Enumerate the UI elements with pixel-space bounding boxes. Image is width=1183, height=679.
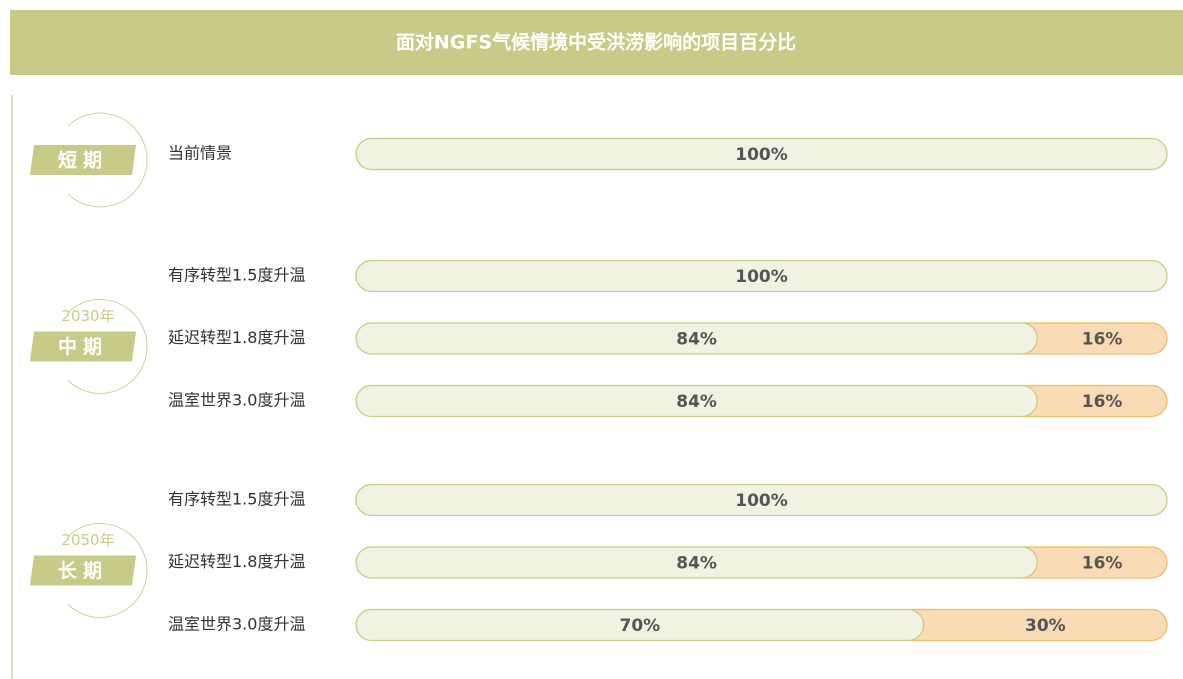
bar-value-label: 100%	[735, 145, 788, 165]
group-label: 短期	[58, 149, 108, 172]
group-arc	[67, 523, 101, 537]
row-label: 有序转型1.5度升温	[168, 266, 305, 285]
group-arc	[99, 523, 148, 618]
row-label: 延迟转型1.8度升温	[168, 328, 305, 347]
bar-value-label: 100%	[735, 491, 788, 511]
bar-segment	[355, 608, 925, 642]
group-arc	[99, 299, 148, 394]
bar-segment	[355, 483, 1168, 517]
row-label: 温室世界3.0度升温	[168, 615, 305, 634]
chart-title: 面对NGFS气候情境中受洪涝影响的项目百分比	[396, 31, 796, 54]
bar-segment	[355, 322, 1038, 355]
group-tag	[30, 331, 136, 362]
group-label: 中期	[58, 335, 108, 358]
bar-segment	[355, 384, 1038, 418]
bar-segment	[355, 137, 1168, 171]
row-label: 有序转型1.5度升温	[168, 490, 305, 509]
group-arc	[67, 299, 101, 313]
bar-value-label: 70%	[619, 616, 660, 636]
bar-value-label: 84%	[676, 330, 717, 350]
row-label: 当前情景	[168, 144, 232, 163]
bar-value-label: 84%	[676, 554, 717, 574]
bar-value-label: 84%	[676, 392, 717, 412]
bar-value-label: 16%	[1082, 392, 1123, 412]
bar-value-label: 30%	[1025, 616, 1066, 636]
header-band	[10, 10, 1183, 75]
group-tag	[30, 145, 136, 175]
bar-value-label: 100%	[735, 267, 788, 287]
row-label: 延迟转型1.8度升温	[168, 552, 305, 571]
bar-value-label: 16%	[1082, 554, 1123, 574]
group-year: 2050年	[61, 531, 114, 549]
bar-value-label: 16%	[1082, 330, 1123, 350]
row-label: 温室世界3.0度升温	[168, 391, 305, 410]
group-label: 长期	[58, 560, 108, 582]
bar-segment	[355, 259, 1168, 293]
group-tag	[30, 555, 136, 586]
group-year: 2030年	[61, 307, 114, 325]
group-arc	[67, 112, 101, 127]
group-arc	[67, 604, 101, 618]
group-arc	[67, 193, 101, 208]
bar-segment	[355, 546, 1038, 579]
group-arc	[67, 380, 101, 394]
group-arc	[99, 112, 148, 208]
